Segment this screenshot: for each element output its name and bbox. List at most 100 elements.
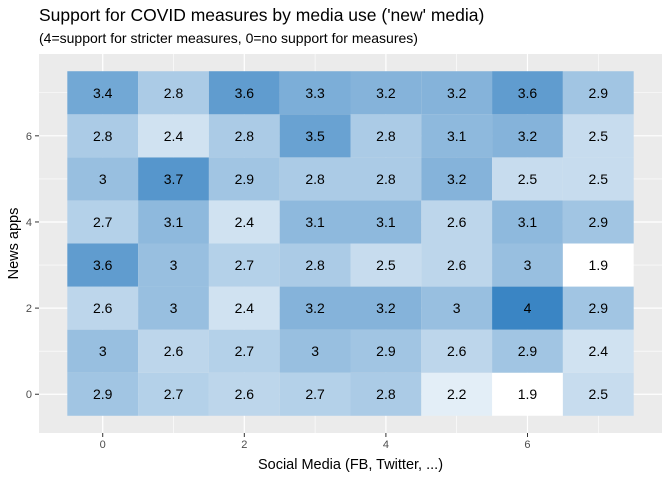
heatmap-cell (421, 286, 493, 330)
heatmap-cell (208, 372, 280, 416)
cell-value-label: 3 (170, 257, 178, 273)
heatmap-cell (350, 372, 422, 416)
heatmap-cell (562, 71, 634, 115)
heatmap-cell (208, 157, 280, 201)
cell-value-label: 1.9 (518, 386, 538, 402)
heatmap-cell (67, 372, 139, 416)
heatmap-cell (138, 114, 209, 158)
cell-value-label: 2.5 (589, 128, 609, 144)
x-axis: 0 2 4 6 (100, 433, 531, 451)
cell-value-label: 2.4 (589, 343, 609, 359)
cell-value-label: 2.6 (164, 343, 184, 359)
cell-value-label: 2.5 (589, 386, 609, 402)
cell-value-label: 2.7 (235, 343, 255, 359)
heatmap-cell (421, 372, 493, 416)
heatmap-cells (67, 71, 634, 416)
heatmap-cell (492, 243, 563, 287)
cell-value-label: 3.1 (376, 214, 396, 230)
heatmap-cell (350, 71, 422, 115)
heatmap-cell (208, 286, 280, 330)
cell-value-label: 2.9 (376, 343, 396, 359)
heatmap-cell (421, 329, 493, 373)
cell-value-label: 2.8 (376, 128, 396, 144)
heatmap-cell (279, 200, 351, 244)
cell-value-label: 2.5 (376, 257, 396, 273)
cell-value-label: 3.1 (164, 214, 184, 230)
cell-value-label: 2.6 (447, 257, 467, 273)
cell-value-label: 2.8 (376, 386, 396, 402)
cell-value-label: 2.9 (589, 85, 609, 101)
heatmap-cell (138, 286, 209, 330)
cell-value-label: 3.6 (518, 85, 538, 101)
heatmap-cell (350, 114, 422, 158)
y-tick-label: 0 (26, 389, 32, 401)
heatmap-cell (67, 243, 139, 287)
heatmap-cell (562, 243, 634, 287)
heatmap-cell (562, 114, 634, 158)
cell-value-label: 3.1 (305, 214, 325, 230)
heatmap-cell (421, 114, 493, 158)
cell-value-label: 3 (311, 343, 319, 359)
cell-value-label: 2.5 (589, 171, 609, 187)
heatmap-cell (67, 200, 139, 244)
cell-value-label: 2.8 (305, 171, 325, 187)
heatmap-cell (138, 71, 209, 115)
heatmap-cell (67, 114, 139, 158)
heatmap-cell (562, 157, 634, 201)
cell-value-label: 2.6 (235, 386, 255, 402)
heatmap-cell (208, 114, 280, 158)
cell-value-label: 2.6 (447, 343, 467, 359)
x-tick-label: 0 (100, 439, 106, 451)
heatmap-cell (492, 114, 563, 158)
heatmap-cell (138, 243, 209, 287)
cell-value-label: 2.9 (589, 300, 609, 316)
cell-value-label: 3.4 (93, 85, 113, 101)
chart-title: Support for COVID measures by media use … (39, 5, 484, 25)
chart-subtitle: (4=support for stricter measures, 0=no s… (39, 30, 418, 46)
heatmap-cell (138, 200, 209, 244)
heatmap-cell (138, 372, 209, 416)
heatmap-cell (67, 329, 139, 373)
heatmap-cell (421, 71, 493, 115)
cell-value-label: 2.8 (93, 128, 113, 144)
cell-value-label: 3.2 (447, 171, 467, 187)
heatmap-cell (492, 157, 563, 201)
heatmap-cell (350, 200, 422, 244)
heatmap-cell (138, 329, 209, 373)
heatmap-cell (562, 286, 634, 330)
cell-value-label: 2.4 (164, 128, 184, 144)
heatmap-cell (492, 200, 563, 244)
cell-value-label: 3.2 (376, 85, 396, 101)
cell-value-label: 3.6 (93, 257, 113, 273)
heatmap-cell (208, 200, 280, 244)
cell-value-label: 2.6 (447, 214, 467, 230)
heatmap-cell (421, 200, 493, 244)
heatmap-cell (492, 71, 563, 115)
heatmap-cell (67, 71, 139, 115)
heatmap-cell (279, 286, 351, 330)
cell-value-label: 2.8 (235, 128, 255, 144)
cell-value-label: 2.4 (235, 214, 255, 230)
cell-value-label: 3.2 (518, 128, 538, 144)
y-tick-label: 6 (26, 131, 32, 143)
cell-value-label: 3.2 (447, 85, 467, 101)
y-tick-label: 2 (26, 303, 32, 315)
heatmap-cell (67, 157, 139, 201)
y-axis-title: News apps (6, 208, 22, 280)
heatmap-cell (492, 372, 563, 416)
heatmap-cell (492, 329, 563, 373)
heatmap-cell (279, 157, 351, 201)
heatmap-cell (350, 243, 422, 287)
cell-value-label: 2.9 (518, 343, 538, 359)
heatmap-cell (208, 243, 280, 287)
y-axis: 0 2 4 6 (26, 131, 39, 401)
cell-value-label: 2.8 (305, 257, 325, 273)
cell-value-label: 2.9 (589, 214, 609, 230)
heatmap-cell (279, 243, 351, 287)
heatmap-cell (562, 329, 634, 373)
cell-value-label: 2.9 (93, 386, 113, 402)
heatmap-cell (279, 114, 351, 158)
heatmap-cell (562, 372, 634, 416)
cell-value-label: 2.6 (93, 300, 113, 316)
